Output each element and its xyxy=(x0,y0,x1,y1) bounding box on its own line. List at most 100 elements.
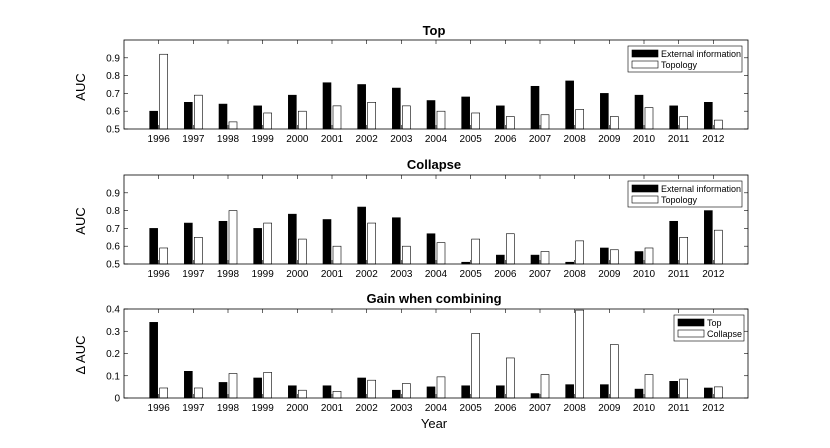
bar-top-1997 xyxy=(184,370,193,399)
bar-external-information-2000 xyxy=(288,213,297,265)
y-tick-label: 0.8 xyxy=(106,206,120,217)
bar-topology-1999 xyxy=(263,112,272,130)
bar-external-information-2001 xyxy=(322,219,332,265)
x-tick-label: 2011 xyxy=(668,269,690,280)
bar-topology-2009 xyxy=(610,116,619,130)
bar-external-information-2000 xyxy=(288,94,297,130)
y-tick-label: 0.4 xyxy=(106,305,120,316)
x-tick-label: 2003 xyxy=(390,269,413,280)
bar-collapse-1997 xyxy=(194,387,203,399)
x-tick-label: 2000 xyxy=(286,134,309,145)
x-tick-label: 2007 xyxy=(529,134,552,145)
bar-external-information-1999 xyxy=(253,228,262,265)
x-tick-label: 2001 xyxy=(321,403,344,414)
bar-topology-2007 xyxy=(540,114,550,130)
bar-topology-2012 xyxy=(714,119,723,130)
bar-topology-2010 xyxy=(644,107,654,130)
legend-label-topology: Topology xyxy=(661,195,698,205)
chart-title: Top xyxy=(423,23,446,38)
x-tick-label: 2010 xyxy=(633,269,656,280)
x-tick-label: 2006 xyxy=(494,269,517,280)
legend-swatch-topology xyxy=(631,60,659,69)
bar-top-2010 xyxy=(634,388,644,399)
bar-topology-2004 xyxy=(436,242,446,265)
x-tick-label: 2012 xyxy=(702,134,725,145)
bar-external-information-2005 xyxy=(461,96,470,130)
bar-topology-2008 xyxy=(575,240,584,265)
bar-collapse-2000 xyxy=(298,389,307,399)
x-tick-label: 2006 xyxy=(494,134,517,145)
bar-topology-2007 xyxy=(540,251,550,265)
bar-external-information-1999 xyxy=(253,105,262,130)
bar-topology-2011 xyxy=(679,237,688,265)
bar-external-information-2010 xyxy=(634,251,644,265)
x-tick-label: 2002 xyxy=(356,269,379,280)
bar-top-2009 xyxy=(600,384,609,399)
x-tick-label: 2008 xyxy=(564,269,587,280)
x-tick-label: 2009 xyxy=(598,134,621,145)
x-tick-label: 2011 xyxy=(668,403,690,414)
bar-top-2001 xyxy=(322,385,332,399)
y-tick-label: 0.6 xyxy=(106,107,120,118)
x-tick-label: 2005 xyxy=(460,403,483,414)
bar-collapse-2010 xyxy=(644,374,654,399)
axes-frame xyxy=(123,39,749,130)
bar-topology-2001 xyxy=(332,105,342,130)
bar-top-2007 xyxy=(530,393,540,399)
y-axis-label: AUC xyxy=(73,73,88,100)
bar-external-information-1996 xyxy=(149,110,158,130)
chart-panel-top: Top AUC 0.5 0.6 0.7 0.8 0.9 1996 1997 1998 1999 2… xyxy=(73,23,749,145)
y-tick-label: 0.9 xyxy=(106,188,120,199)
bar-top-1999 xyxy=(253,377,262,399)
x-tick-label: 2007 xyxy=(529,403,552,414)
bar-collapse-2001 xyxy=(332,391,342,399)
x-tick-label: 1996 xyxy=(148,269,171,280)
bar-external-information-2003 xyxy=(392,217,401,265)
bar-topology-2003 xyxy=(402,105,411,130)
x-tick-label: 2012 xyxy=(702,403,725,414)
x-axis-label: Year xyxy=(421,416,448,431)
y-tick-label: 0 xyxy=(114,394,120,405)
y-tick-label: 0.5 xyxy=(106,125,120,136)
bar-external-information-1996 xyxy=(149,228,158,265)
x-tick-label: 2002 xyxy=(356,403,379,414)
legend-swatch-external-information xyxy=(631,184,659,193)
y-tick-label: 0.7 xyxy=(106,89,120,100)
x-tick-label: 2004 xyxy=(425,134,448,145)
y-tick-label: 0.3 xyxy=(106,327,120,338)
y-axis-label: AUC xyxy=(73,207,88,234)
x-tick-label: 2005 xyxy=(460,134,483,145)
legend: External information Topology xyxy=(627,180,743,208)
bar-external-information-2003 xyxy=(392,87,401,130)
bar-external-information-2004 xyxy=(426,233,436,265)
bar-topology-1999 xyxy=(263,222,272,265)
bar-collapse-2003 xyxy=(402,383,411,399)
x-tick-label: 1999 xyxy=(252,403,275,414)
legend-swatch-external-information xyxy=(631,49,659,58)
tick-group: 0.5 0.6 0.7 0.8 0.9 1996 1997 1998 1999 2000 2001 2… xyxy=(106,175,748,280)
bar-topology-1996 xyxy=(159,53,168,130)
bar-external-information-2004 xyxy=(426,100,436,130)
bar-top-2000 xyxy=(288,385,297,399)
bar-collapse-2007 xyxy=(540,374,550,399)
bar-topology-2002 xyxy=(367,222,376,265)
x-tick-label: 1997 xyxy=(182,403,205,414)
bar-external-information-1997 xyxy=(184,222,193,265)
bar-external-information-2010 xyxy=(634,94,644,130)
tick-group: 0.5 0.6 0.7 0.8 0.9 1996 1997 1998 1999 2000 2001 2… xyxy=(106,40,748,145)
x-tick-label: 1998 xyxy=(217,134,240,145)
x-tick-label: 2009 xyxy=(598,269,621,280)
bar-top-2004 xyxy=(426,386,436,399)
bar-external-information-2002 xyxy=(357,206,366,265)
bar-group xyxy=(149,206,723,265)
bar-top-1996 xyxy=(149,322,158,399)
bar-top-2003 xyxy=(392,389,401,399)
legend: Top Collapse xyxy=(673,314,745,342)
y-tick-label: 0.5 xyxy=(106,260,120,271)
bar-topology-2011 xyxy=(679,116,688,130)
bar-top-2005 xyxy=(461,385,470,399)
tick-group: 0 0.1 0.2 0.3 0.4 1996 1997 1998 1999 2000 2001 200… xyxy=(106,305,748,414)
bar-external-information-2011 xyxy=(669,220,678,265)
bar-topology-1997 xyxy=(194,94,203,130)
